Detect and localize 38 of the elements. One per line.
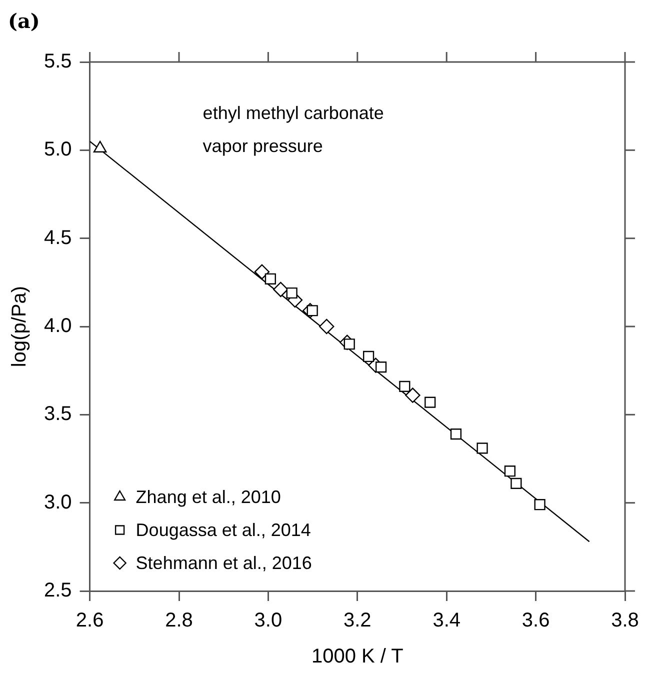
text: (a) [8,9,40,33]
point [254,264,270,280]
y-tick-label: 3.5 [44,403,72,426]
y-tick-label: 5.0 [44,138,72,161]
legend-label: Stehmann et al., 2016 [136,552,312,573]
x-tick-label: 3.2 [343,610,372,632]
y-tick-label: 4.0 [44,315,72,338]
point [424,396,436,408]
annotation: vapor pressure [202,136,323,156]
legend-label: Zhang et al., 2010 [136,486,281,507]
y-axis-title: log(p/Pa) [8,286,31,368]
point [399,380,410,392]
point [264,273,276,284]
y-tick-label: 5.5 [44,50,72,73]
point [273,282,288,298]
x-tick-label: 2.6 [76,610,104,632]
x-tick-label: 3.0 [254,610,282,632]
x-tick-label: 3.8 [611,610,639,632]
point [450,428,462,440]
x-tick-label: 3.4 [432,610,461,632]
point [375,362,387,373]
point [534,499,546,510]
point [319,318,334,334]
x-tick-label: 2.8 [165,610,193,632]
point [510,478,522,489]
point [363,350,374,362]
point [476,442,488,454]
legend-label: Dougassa et al., 2014 [136,520,311,540]
point [93,140,107,153]
y-tick-label: 4.5 [44,226,72,249]
annotation: ethyl methyl carbonate [202,103,384,123]
y-tick-label: 3.0 [44,491,72,514]
y-tick-label: 2.5 [44,580,72,602]
point [405,388,420,403]
point [504,466,516,477]
x-tick-label: 3.6 [522,610,550,632]
point [286,287,298,299]
x-axis-title: 1000 K / T [311,646,404,668]
